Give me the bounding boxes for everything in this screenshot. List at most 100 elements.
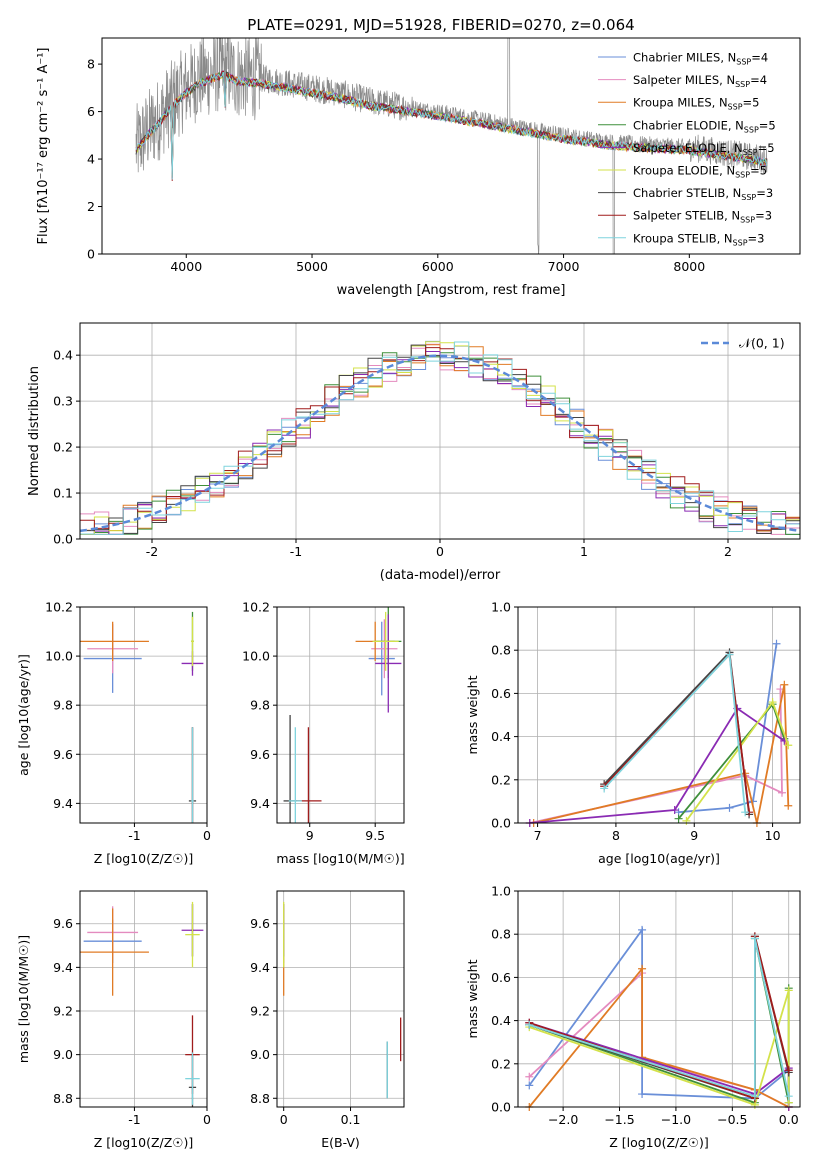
y-tick-label: 0	[87, 247, 95, 262]
legend-label: Chabrier MILES, NSSP=4	[633, 51, 768, 67]
legend-label: Chabrier ELODIE, NSSP=5	[633, 118, 776, 134]
x-tick-label: 6000	[422, 259, 454, 274]
y-axis-label: Flux [fλ10⁻¹⁷ erg cm⁻² s⁻¹ A⁻¹]	[36, 48, 51, 245]
x-axis-label: E(B-V)	[321, 1135, 360, 1150]
x-tick-label: 0.1	[341, 1112, 361, 1127]
x-tick-label: 0	[203, 1112, 211, 1127]
legend-suffix: =3	[748, 231, 765, 245]
y-tick-label: 9.2	[53, 1004, 73, 1019]
weight-marker	[638, 1090, 647, 1099]
y-tick-label: 9.2	[250, 1004, 270, 1019]
x-tick-label: 4000	[170, 259, 202, 274]
legend-label: Salpeter MILES, NSSP=4	[633, 73, 767, 89]
x-tick-label: -1	[128, 828, 140, 843]
x-axis-label: Z [log10(Z/Z☉)]	[94, 1135, 194, 1150]
x-tick-label: 0.0	[779, 1112, 799, 1127]
weight-marker	[682, 816, 691, 825]
legend-suffix: =5	[758, 141, 775, 155]
weight_vs_Z-frame	[517, 890, 801, 1108]
y-tick-label: 0.2	[53, 440, 73, 455]
y-tick-label: 9.4	[250, 796, 270, 811]
legend-sub: SSP	[740, 216, 755, 225]
y-tick-label: 9.8	[53, 698, 73, 713]
legend-suffix: =5	[743, 96, 760, 110]
weight-marker	[600, 784, 609, 793]
weight-marker	[725, 803, 734, 812]
legend-label: Chabrier STELIB, NSSP=3	[633, 186, 773, 202]
y-tick-label: 9.0	[250, 1047, 270, 1062]
legend-name: Chabrier MILES, N	[633, 51, 736, 65]
legend-label: Kroupa ELODIE, NSSP=5	[633, 164, 767, 180]
weight-marker	[750, 934, 759, 943]
x-tick-label: 8000	[673, 259, 705, 274]
legend-suffix: =3	[756, 186, 773, 200]
y-tick-label: 10.2	[242, 600, 270, 615]
legend-sub: SSP	[735, 171, 750, 180]
y-axis-label: mass weight	[465, 959, 480, 1038]
y-tick-label: 1.0	[491, 600, 511, 615]
weight-line	[678, 643, 778, 814]
weight-marker	[638, 925, 647, 934]
normal-curve	[79, 354, 801, 533]
legend-name: Salpeter MILES, N	[633, 73, 735, 87]
y-tick-label: 0.4	[53, 348, 73, 363]
legend-name: Chabrier ELODIE, N	[633, 118, 744, 132]
y-tick-label: 0.1	[53, 486, 73, 501]
residuals-frame	[79, 322, 801, 540]
weight-line	[529, 707, 785, 823]
legend-sub: SSP	[741, 193, 756, 202]
legend-name: Kroupa ELODIE, N	[633, 164, 735, 178]
weight_vs_Z-axes: −2.0 −1.5 −1.0 −0.5 0.0 0.0 0.2 0.4 0.6 0.8 1.0	[491, 884, 800, 1127]
weight-marker	[777, 788, 786, 797]
weight-marker	[525, 1081, 534, 1090]
weight-marker	[525, 1020, 534, 1029]
y-tick-label: 9.6	[53, 747, 73, 762]
weight-marker	[784, 1066, 793, 1075]
weight-marker	[772, 639, 781, 648]
legend-sub: SSP	[744, 125, 759, 134]
x-tick-label: −1.0	[661, 1112, 691, 1127]
y-tick-label: 4	[87, 152, 95, 167]
y-tick-label: 0.4	[491, 729, 511, 744]
y-tick-label: 9.4	[53, 796, 73, 811]
weight-marker	[670, 806, 679, 815]
y-tick-label: 0.0	[491, 1100, 511, 1115]
legend-suffix: =4	[751, 51, 768, 65]
x-tick-label: 7	[534, 828, 542, 843]
weight-line	[529, 938, 790, 1098]
y-axis-label: mass [log10(M/M☉)]	[16, 935, 31, 1063]
x-tick-label: 10	[765, 828, 781, 843]
y-tick-label: 9.4	[250, 960, 270, 975]
weight-marker	[784, 986, 793, 995]
weight-marker	[780, 680, 789, 689]
legend-label: Salpeter STELIB, NSSP=3	[633, 209, 772, 225]
y-tick-label: 8.8	[53, 1091, 73, 1106]
x-tick-label: 0	[280, 1112, 288, 1127]
y-tick-label: 0.0	[491, 816, 511, 831]
x-axis-label: Z [log10(Z/Z☉)]	[609, 1135, 709, 1150]
residual-histogram	[80, 344, 800, 534]
y-tick-label: 9.6	[53, 916, 73, 931]
age_vs_Z-frame	[79, 606, 208, 824]
y-axis-label: mass weight	[465, 675, 480, 754]
x-tick-label: 0	[436, 544, 444, 559]
x-tick-label: 1	[580, 544, 588, 559]
x-tick-label: 2	[724, 544, 732, 559]
y-tick-label: 9.6	[250, 916, 270, 931]
x-axis-label: mass [log10(M/M☉)]	[276, 851, 404, 866]
x-tick-label: -2	[146, 544, 158, 559]
age_vs_mass-axes: 9 9.5 9.4 9.6 9.8 10.0 10.2	[242, 600, 404, 843]
y-tick-label: 9.4	[53, 960, 73, 975]
weight-marker	[674, 814, 683, 823]
y-tick-label: 8.8	[250, 1091, 270, 1106]
x-tick-label: 5000	[296, 259, 328, 274]
legend-name: Kroupa STELIB, N	[633, 231, 733, 245]
legend-label: Kroupa STELIB, NSSP=3	[633, 231, 764, 247]
y-tick-label: 10.2	[45, 600, 73, 615]
mass_vs_ebv-axes: 0 0.1 8.8 9.0 9.2 9.4 9.6	[250, 891, 404, 1127]
y-tick-label: 0.6	[491, 970, 511, 985]
weight-marker	[638, 964, 647, 973]
weight_vs_age-frame	[517, 606, 801, 824]
